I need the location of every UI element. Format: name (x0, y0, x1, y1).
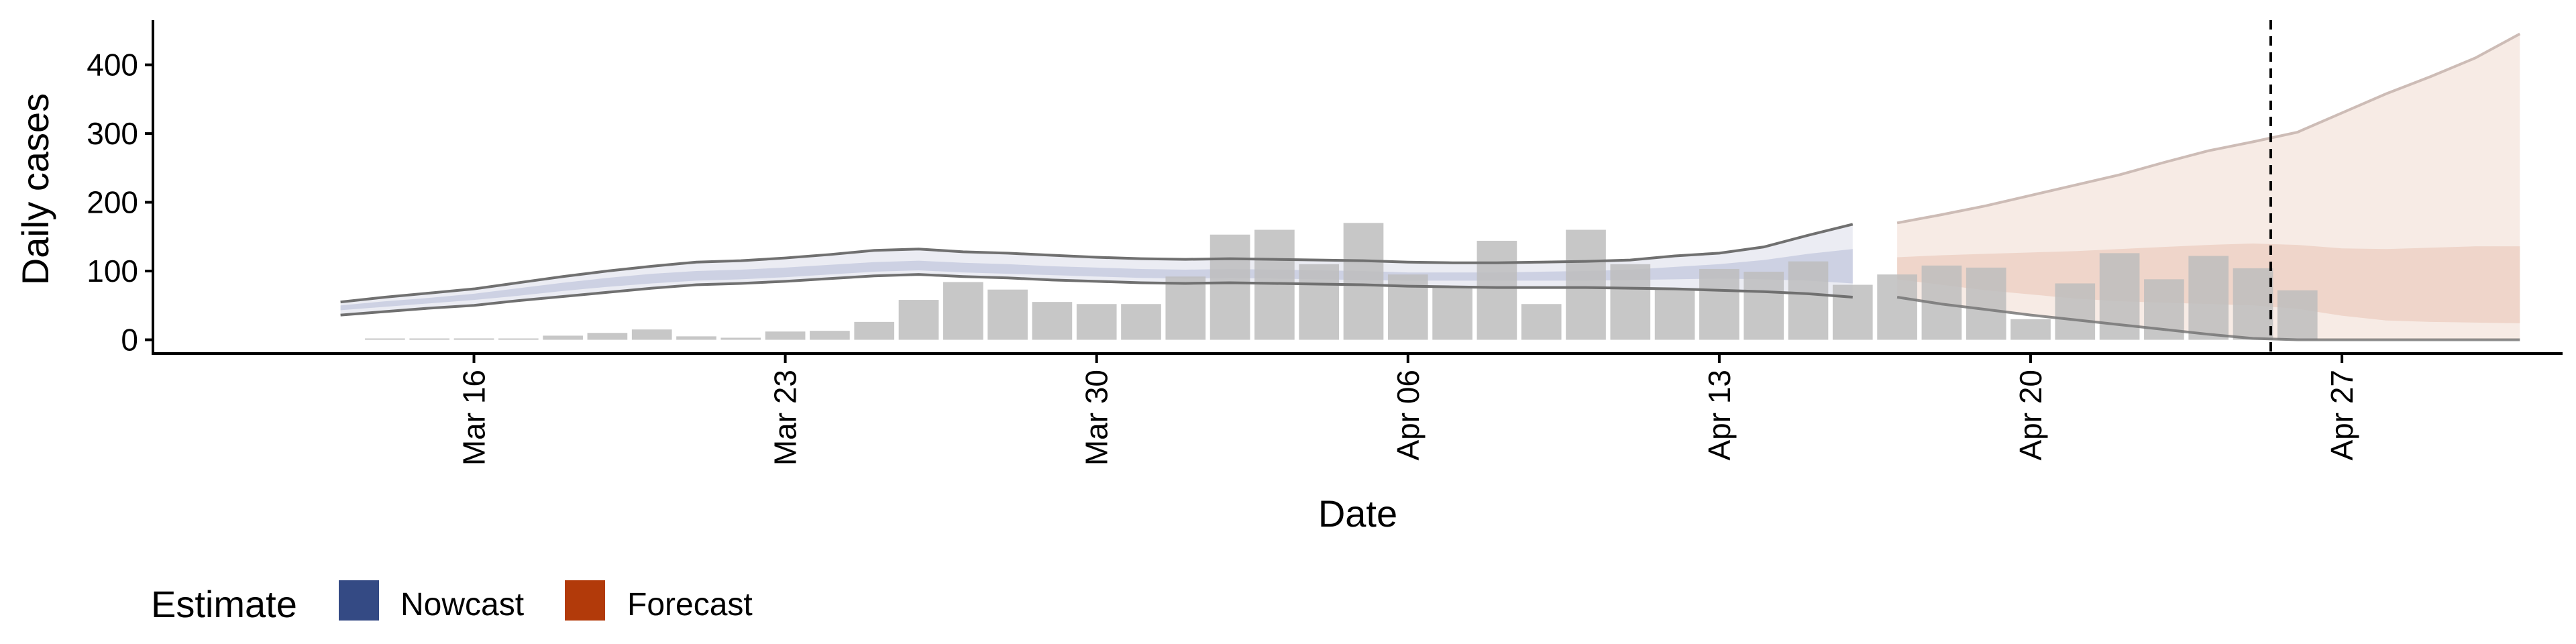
bar (1521, 304, 1562, 340)
bar (2233, 268, 2273, 340)
legend-key-forecast (565, 580, 605, 621)
bar (1121, 304, 1161, 340)
bar (1654, 288, 1695, 340)
bar (2188, 256, 2229, 340)
bar (365, 338, 405, 340)
bar (631, 329, 672, 340)
bar (810, 331, 850, 340)
nowcast-upper-line (340, 223, 1854, 304)
bar (1743, 272, 1784, 340)
nowcast-lower-line (340, 273, 1853, 317)
bar (1076, 304, 1117, 340)
bar (943, 282, 983, 340)
bar (854, 321, 895, 340)
bar (1610, 264, 1651, 340)
legend-label-forecast: Forecast (627, 587, 753, 623)
bar (2055, 283, 2096, 340)
bar (1832, 284, 1873, 340)
forecast-upper-line (1896, 32, 2521, 225)
bar (1165, 276, 1206, 340)
bar (1210, 234, 1250, 340)
forecast-lower-line (1896, 295, 2520, 341)
bar (720, 337, 761, 340)
x-tick-label: Apr 20 (2013, 370, 2048, 461)
x-tick-label: Mar 30 (1079, 370, 1114, 466)
legend-key-nowcast (339, 580, 379, 621)
bar (1432, 286, 1472, 340)
legend: Estimate Nowcast Forecast (151, 580, 753, 625)
y-axis-title: Daily cases (14, 93, 56, 285)
bar (1299, 264, 1340, 340)
x-tick-label: Mar 16 (457, 370, 492, 466)
bar (409, 338, 450, 340)
y-ticks: 0 100 200 300 400 (87, 48, 153, 358)
bar (1966, 267, 2006, 340)
legend-title: Estimate (151, 583, 297, 625)
axes: 0 100 200 300 400 Mar 16 Mar 23 Mar 30 Apr 06 Ap… (87, 20, 2563, 466)
estimate-lines (340, 32, 2521, 341)
bar (1699, 268, 1739, 340)
x-tick-label: Apr 13 (1702, 370, 1737, 461)
y-tick-label: 100 (87, 254, 138, 288)
bar (498, 338, 539, 340)
bar (587, 333, 628, 340)
y-tick-label: 300 (87, 116, 138, 151)
legend-label-nowcast: Nowcast (400, 587, 524, 623)
y-tick-label: 400 (87, 48, 138, 83)
bar (676, 336, 716, 340)
bar (898, 300, 939, 340)
bar (765, 331, 806, 340)
y-tick-label: 0 (121, 323, 138, 358)
bar (987, 289, 1028, 340)
bar (2010, 319, 2051, 340)
x-tick-label: Apr 06 (1391, 370, 1426, 461)
x-ticks: Mar 16 Mar 23 Mar 30 Apr 06 Apr 13 Apr 20 Apr … (457, 354, 2359, 466)
bar (543, 335, 583, 340)
bar (1343, 223, 1384, 340)
bar (2277, 290, 2318, 340)
bar (1477, 240, 1517, 340)
bar (1566, 229, 1606, 340)
nowcast-inner-band (340, 249, 1853, 311)
bar (1788, 261, 1829, 340)
bar (1387, 274, 1428, 340)
x-tick-label: Apr 27 (2324, 370, 2359, 461)
x-axis-title: Date (1318, 492, 1397, 535)
bar (453, 338, 494, 340)
bar (1877, 274, 1917, 340)
x-tick-label: Mar 23 (768, 370, 803, 466)
bar (1032, 302, 1073, 340)
bars (365, 223, 2318, 340)
y-tick-label: 200 (87, 185, 138, 220)
